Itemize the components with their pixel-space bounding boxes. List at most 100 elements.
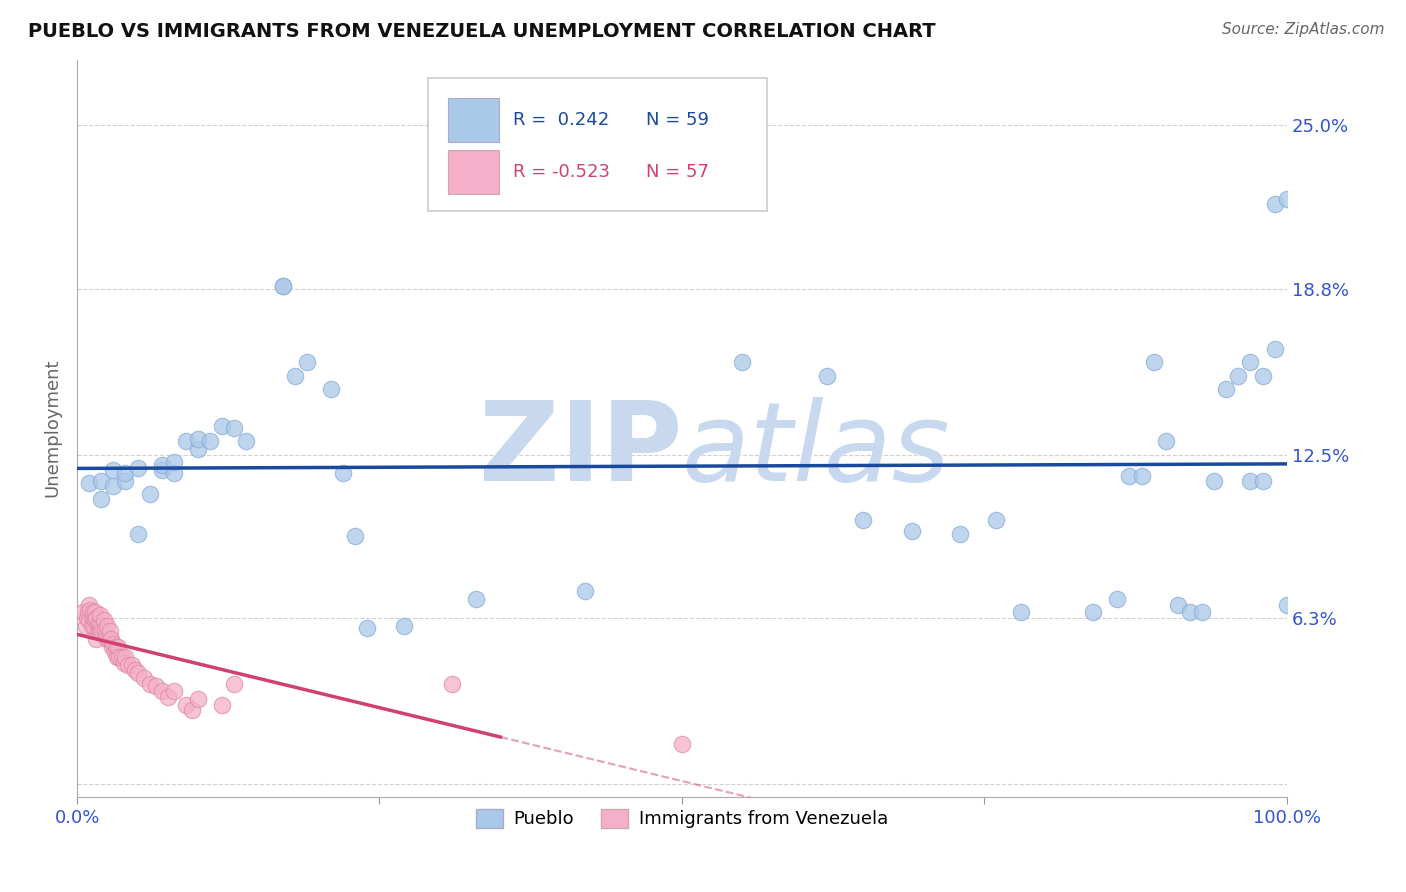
Point bbox=[356, 621, 378, 635]
Point bbox=[465, 592, 488, 607]
Point bbox=[1264, 197, 1286, 211]
Point bbox=[108, 650, 131, 665]
Point bbox=[103, 637, 125, 651]
Point bbox=[284, 368, 307, 383]
Point bbox=[731, 355, 754, 369]
Point bbox=[124, 664, 146, 678]
Text: Source: ZipAtlas.com: Source: ZipAtlas.com bbox=[1222, 22, 1385, 37]
Point bbox=[187, 692, 209, 706]
Point bbox=[103, 463, 125, 477]
Point bbox=[77, 598, 100, 612]
Point bbox=[86, 611, 108, 625]
Point bbox=[1178, 606, 1201, 620]
Point bbox=[127, 460, 149, 475]
Point bbox=[198, 434, 221, 449]
Point bbox=[132, 671, 155, 685]
Point bbox=[1204, 474, 1226, 488]
Point bbox=[84, 606, 107, 620]
Point bbox=[138, 487, 160, 501]
Point bbox=[986, 513, 1008, 527]
Point bbox=[156, 690, 179, 704]
Point bbox=[150, 684, 173, 698]
Point bbox=[1191, 606, 1213, 620]
Point bbox=[77, 613, 100, 627]
Point bbox=[107, 640, 129, 654]
Point bbox=[671, 737, 693, 751]
Point bbox=[271, 279, 294, 293]
Point bbox=[815, 368, 838, 383]
Point bbox=[77, 606, 100, 620]
Point bbox=[344, 529, 367, 543]
Point bbox=[224, 421, 246, 435]
Point bbox=[82, 606, 104, 620]
Point bbox=[1010, 606, 1032, 620]
Point bbox=[1239, 474, 1261, 488]
Point bbox=[174, 698, 197, 712]
Point bbox=[94, 624, 117, 638]
Bar bbox=[449, 98, 499, 142]
Text: ZIP: ZIP bbox=[478, 397, 682, 504]
Point bbox=[150, 463, 173, 477]
Point bbox=[89, 608, 111, 623]
Point bbox=[83, 618, 105, 632]
Point bbox=[1251, 368, 1274, 383]
Point bbox=[96, 618, 118, 632]
Point bbox=[114, 650, 136, 665]
Point bbox=[104, 640, 127, 654]
Point bbox=[1154, 434, 1177, 449]
Point bbox=[86, 618, 108, 632]
Point bbox=[441, 676, 464, 690]
Point bbox=[1143, 355, 1166, 369]
Point bbox=[72, 606, 94, 620]
Point bbox=[150, 458, 173, 472]
Point bbox=[1251, 474, 1274, 488]
Point bbox=[900, 524, 922, 538]
Point bbox=[114, 466, 136, 480]
Point bbox=[76, 611, 98, 625]
Point bbox=[117, 658, 139, 673]
Point bbox=[1083, 606, 1105, 620]
Point bbox=[114, 474, 136, 488]
Text: N = 57: N = 57 bbox=[645, 162, 709, 181]
Point bbox=[97, 632, 120, 646]
Point bbox=[187, 442, 209, 457]
Point bbox=[224, 676, 246, 690]
Point bbox=[319, 382, 342, 396]
Point bbox=[121, 658, 143, 673]
Point bbox=[392, 618, 415, 632]
Point bbox=[163, 466, 186, 480]
Point bbox=[90, 492, 112, 507]
Point bbox=[145, 679, 167, 693]
Point bbox=[1227, 368, 1250, 383]
Point bbox=[127, 526, 149, 541]
Point bbox=[235, 434, 257, 449]
Bar bbox=[449, 150, 499, 194]
Point bbox=[101, 640, 124, 654]
Point bbox=[174, 434, 197, 449]
Point bbox=[90, 474, 112, 488]
Text: R = -0.523: R = -0.523 bbox=[513, 162, 610, 181]
Point bbox=[86, 632, 108, 646]
Point bbox=[89, 624, 111, 638]
Text: R =  0.242: R = 0.242 bbox=[513, 111, 609, 129]
Point bbox=[103, 479, 125, 493]
Point bbox=[112, 656, 135, 670]
Point bbox=[127, 666, 149, 681]
Point bbox=[211, 698, 233, 712]
Point bbox=[104, 645, 127, 659]
Point bbox=[94, 629, 117, 643]
Point bbox=[82, 611, 104, 625]
Point bbox=[75, 618, 97, 632]
Point bbox=[79, 603, 101, 617]
Point bbox=[949, 526, 972, 541]
Point bbox=[163, 684, 186, 698]
Point bbox=[1264, 342, 1286, 356]
Point bbox=[98, 624, 121, 638]
Text: atlas: atlas bbox=[682, 397, 950, 504]
Point bbox=[105, 650, 128, 665]
Point bbox=[852, 513, 875, 527]
Point bbox=[77, 476, 100, 491]
Point bbox=[87, 624, 110, 638]
Point bbox=[87, 615, 110, 630]
Point bbox=[1107, 592, 1129, 607]
